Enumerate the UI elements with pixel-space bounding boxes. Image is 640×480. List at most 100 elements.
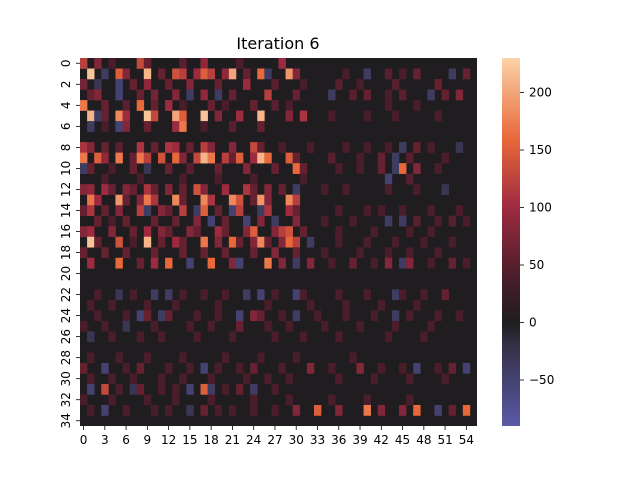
heatmap-cell xyxy=(250,173,258,185)
heatmap-cell xyxy=(406,152,414,164)
x-axis-ticks: 0 3 6 9 12 15 18 21 24 27 30 33 36 39 42 45 48 51 54 xyxy=(80,426,474,447)
heatmap-cell xyxy=(115,142,123,153)
heatmap-cell xyxy=(391,310,400,322)
heatmap-cell xyxy=(143,299,152,311)
heatmap-cell xyxy=(108,215,116,227)
x-tick-label: 0 xyxy=(80,433,88,447)
heatmap-cell xyxy=(285,205,293,217)
heatmap-cell xyxy=(434,110,442,122)
heatmap-cell xyxy=(363,89,371,101)
heatmap-cell xyxy=(179,68,187,80)
heatmap-cell xyxy=(448,257,457,269)
heatmap-cell xyxy=(150,215,159,227)
heatmap-cell xyxy=(179,58,187,69)
heatmap-cell xyxy=(94,79,102,90)
heatmap-cell xyxy=(250,142,258,153)
heatmap-cell xyxy=(143,79,152,90)
heatmap-cell xyxy=(342,299,350,311)
heatmap-cell xyxy=(228,404,237,416)
heatmap-cell xyxy=(292,163,301,174)
heatmap-cell xyxy=(292,310,301,322)
heatmap-cell xyxy=(264,152,272,164)
heatmap-cell xyxy=(250,383,258,395)
heatmap-cell xyxy=(143,110,152,122)
heatmap-cell xyxy=(292,184,301,195)
heatmap-cell xyxy=(399,68,407,80)
heatmap-cell xyxy=(129,184,138,195)
heatmap-cell xyxy=(193,331,201,343)
heatmap-cell xyxy=(250,310,258,322)
colorbar xyxy=(502,58,520,426)
heatmap-cell xyxy=(101,320,109,332)
heatmap-cell xyxy=(257,215,265,227)
heatmap-cell xyxy=(306,257,315,269)
heatmap-cell xyxy=(399,289,407,301)
heatmap-cell xyxy=(214,110,223,122)
heatmap-cell xyxy=(87,226,95,238)
y-tick-label: 14 xyxy=(59,203,73,218)
heatmap-cell xyxy=(434,404,442,416)
heatmap-cell xyxy=(391,236,400,248)
heatmap-cell xyxy=(292,205,301,217)
heatmap-cell xyxy=(228,152,237,164)
x-tick-label: 51 xyxy=(437,433,452,447)
heatmap-cell xyxy=(122,68,130,80)
heatmap-cell xyxy=(413,184,421,195)
heatmap-cell xyxy=(94,215,102,227)
heatmap-cell xyxy=(200,152,208,164)
heatmap-cell xyxy=(321,215,329,227)
heatmap-cell xyxy=(384,100,393,111)
colorbar-tick-label: 0 xyxy=(529,316,537,330)
heatmap-cell xyxy=(200,184,208,195)
heatmap-cell xyxy=(136,89,145,101)
heatmap-cell xyxy=(313,310,322,322)
heatmap-cell xyxy=(115,352,123,364)
heatmap-cell xyxy=(101,247,109,259)
heatmap-cell xyxy=(207,394,215,406)
heatmap-cell xyxy=(391,289,400,301)
heatmap-cell xyxy=(328,394,336,406)
heatmap-cell xyxy=(143,152,152,164)
heatmap-cell xyxy=(101,205,109,217)
heatmap-cell xyxy=(136,331,145,343)
x-tick-label: 33 xyxy=(310,433,325,447)
heatmap-cell xyxy=(143,236,152,248)
heatmap-cell xyxy=(87,373,95,385)
heatmap-cell xyxy=(122,320,130,332)
heatmap-cell xyxy=(285,68,293,80)
heatmap-cell xyxy=(235,110,244,122)
heatmap-cell xyxy=(399,404,407,416)
x-tick-label: 15 xyxy=(182,433,197,447)
heatmap-cell xyxy=(80,362,88,374)
heatmap-cell xyxy=(214,79,223,90)
heatmap-cell xyxy=(172,152,180,164)
heatmap-cell xyxy=(384,68,393,80)
heatmap-cell xyxy=(406,226,414,238)
y-tick-label: 32 xyxy=(59,392,73,407)
heatmap-cell xyxy=(406,173,414,185)
heatmap-cell xyxy=(179,152,187,164)
heatmap-cell xyxy=(193,310,201,322)
heatmap-cell xyxy=(179,184,187,195)
heatmap-cell xyxy=(150,404,159,416)
heatmap-cell xyxy=(321,320,329,332)
heatmap-cell xyxy=(391,320,400,332)
heatmap-cell xyxy=(207,68,215,80)
colorbar-tick-label: 50 xyxy=(529,258,544,272)
heatmap-cell xyxy=(235,152,244,164)
heatmap-cell xyxy=(101,121,109,132)
heatmap-cell xyxy=(115,289,123,301)
heatmap-cell xyxy=(136,383,145,395)
heatmap-cell xyxy=(271,331,279,343)
heatmap-cell xyxy=(363,404,371,416)
heatmap-cell xyxy=(87,257,95,269)
heatmap-cell xyxy=(157,331,166,343)
heatmap-cell xyxy=(335,226,343,238)
heatmap-cell xyxy=(143,352,152,364)
heatmap-cell xyxy=(257,68,265,80)
heatmap-cell xyxy=(377,404,386,416)
heatmap-cell xyxy=(87,352,95,364)
heatmap-cell xyxy=(186,226,194,238)
heatmap-cell xyxy=(328,257,336,269)
heatmap-cell xyxy=(87,383,95,395)
